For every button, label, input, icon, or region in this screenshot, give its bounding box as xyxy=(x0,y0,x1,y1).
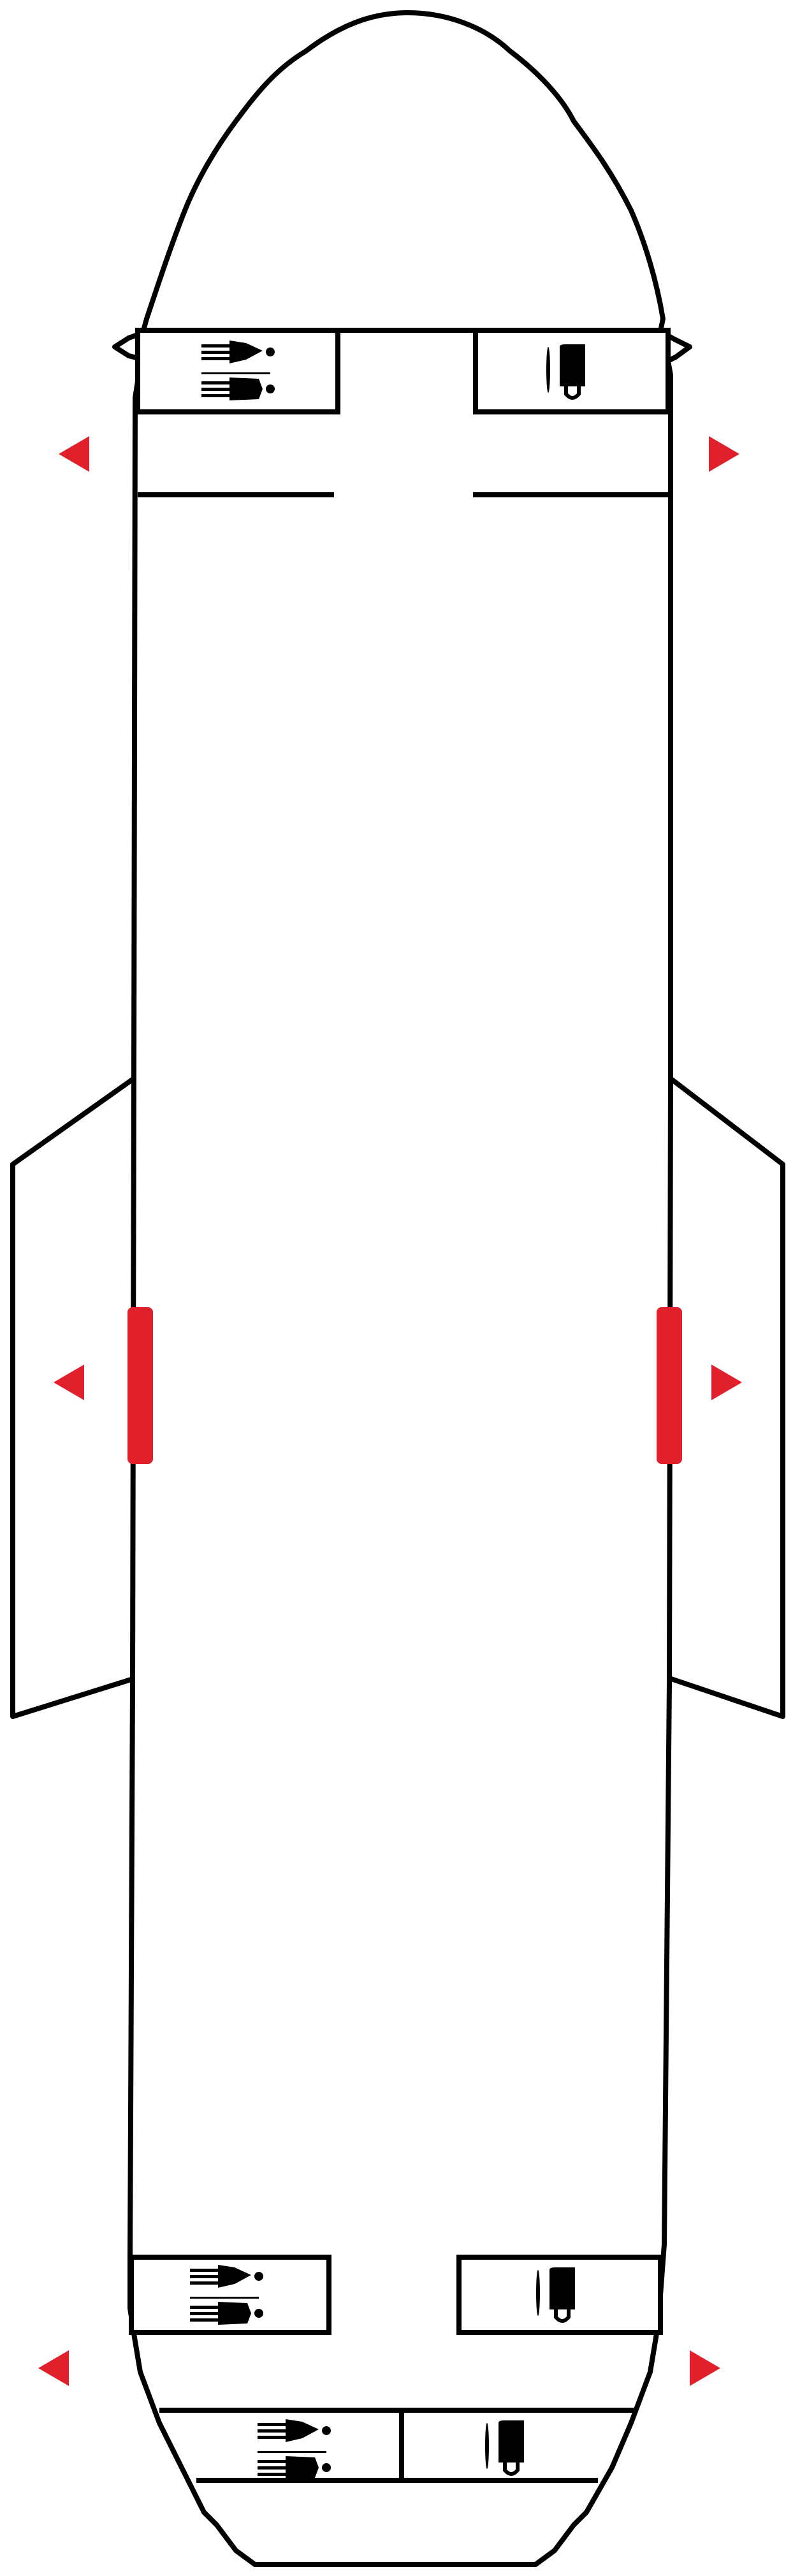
right-overwing-exit-door xyxy=(657,1307,682,1464)
aft-right-exit-arrow xyxy=(690,2350,720,2386)
left-overwing-exit-door xyxy=(127,1307,153,1464)
fuselage-outline xyxy=(112,10,692,2567)
aft-left-exit-arrow xyxy=(38,2350,69,2386)
right-wing xyxy=(667,1075,785,1719)
forward-left-exit-arrow xyxy=(59,436,89,472)
left-wing xyxy=(10,1075,138,1719)
forward-right-exit-arrow xyxy=(709,436,739,472)
